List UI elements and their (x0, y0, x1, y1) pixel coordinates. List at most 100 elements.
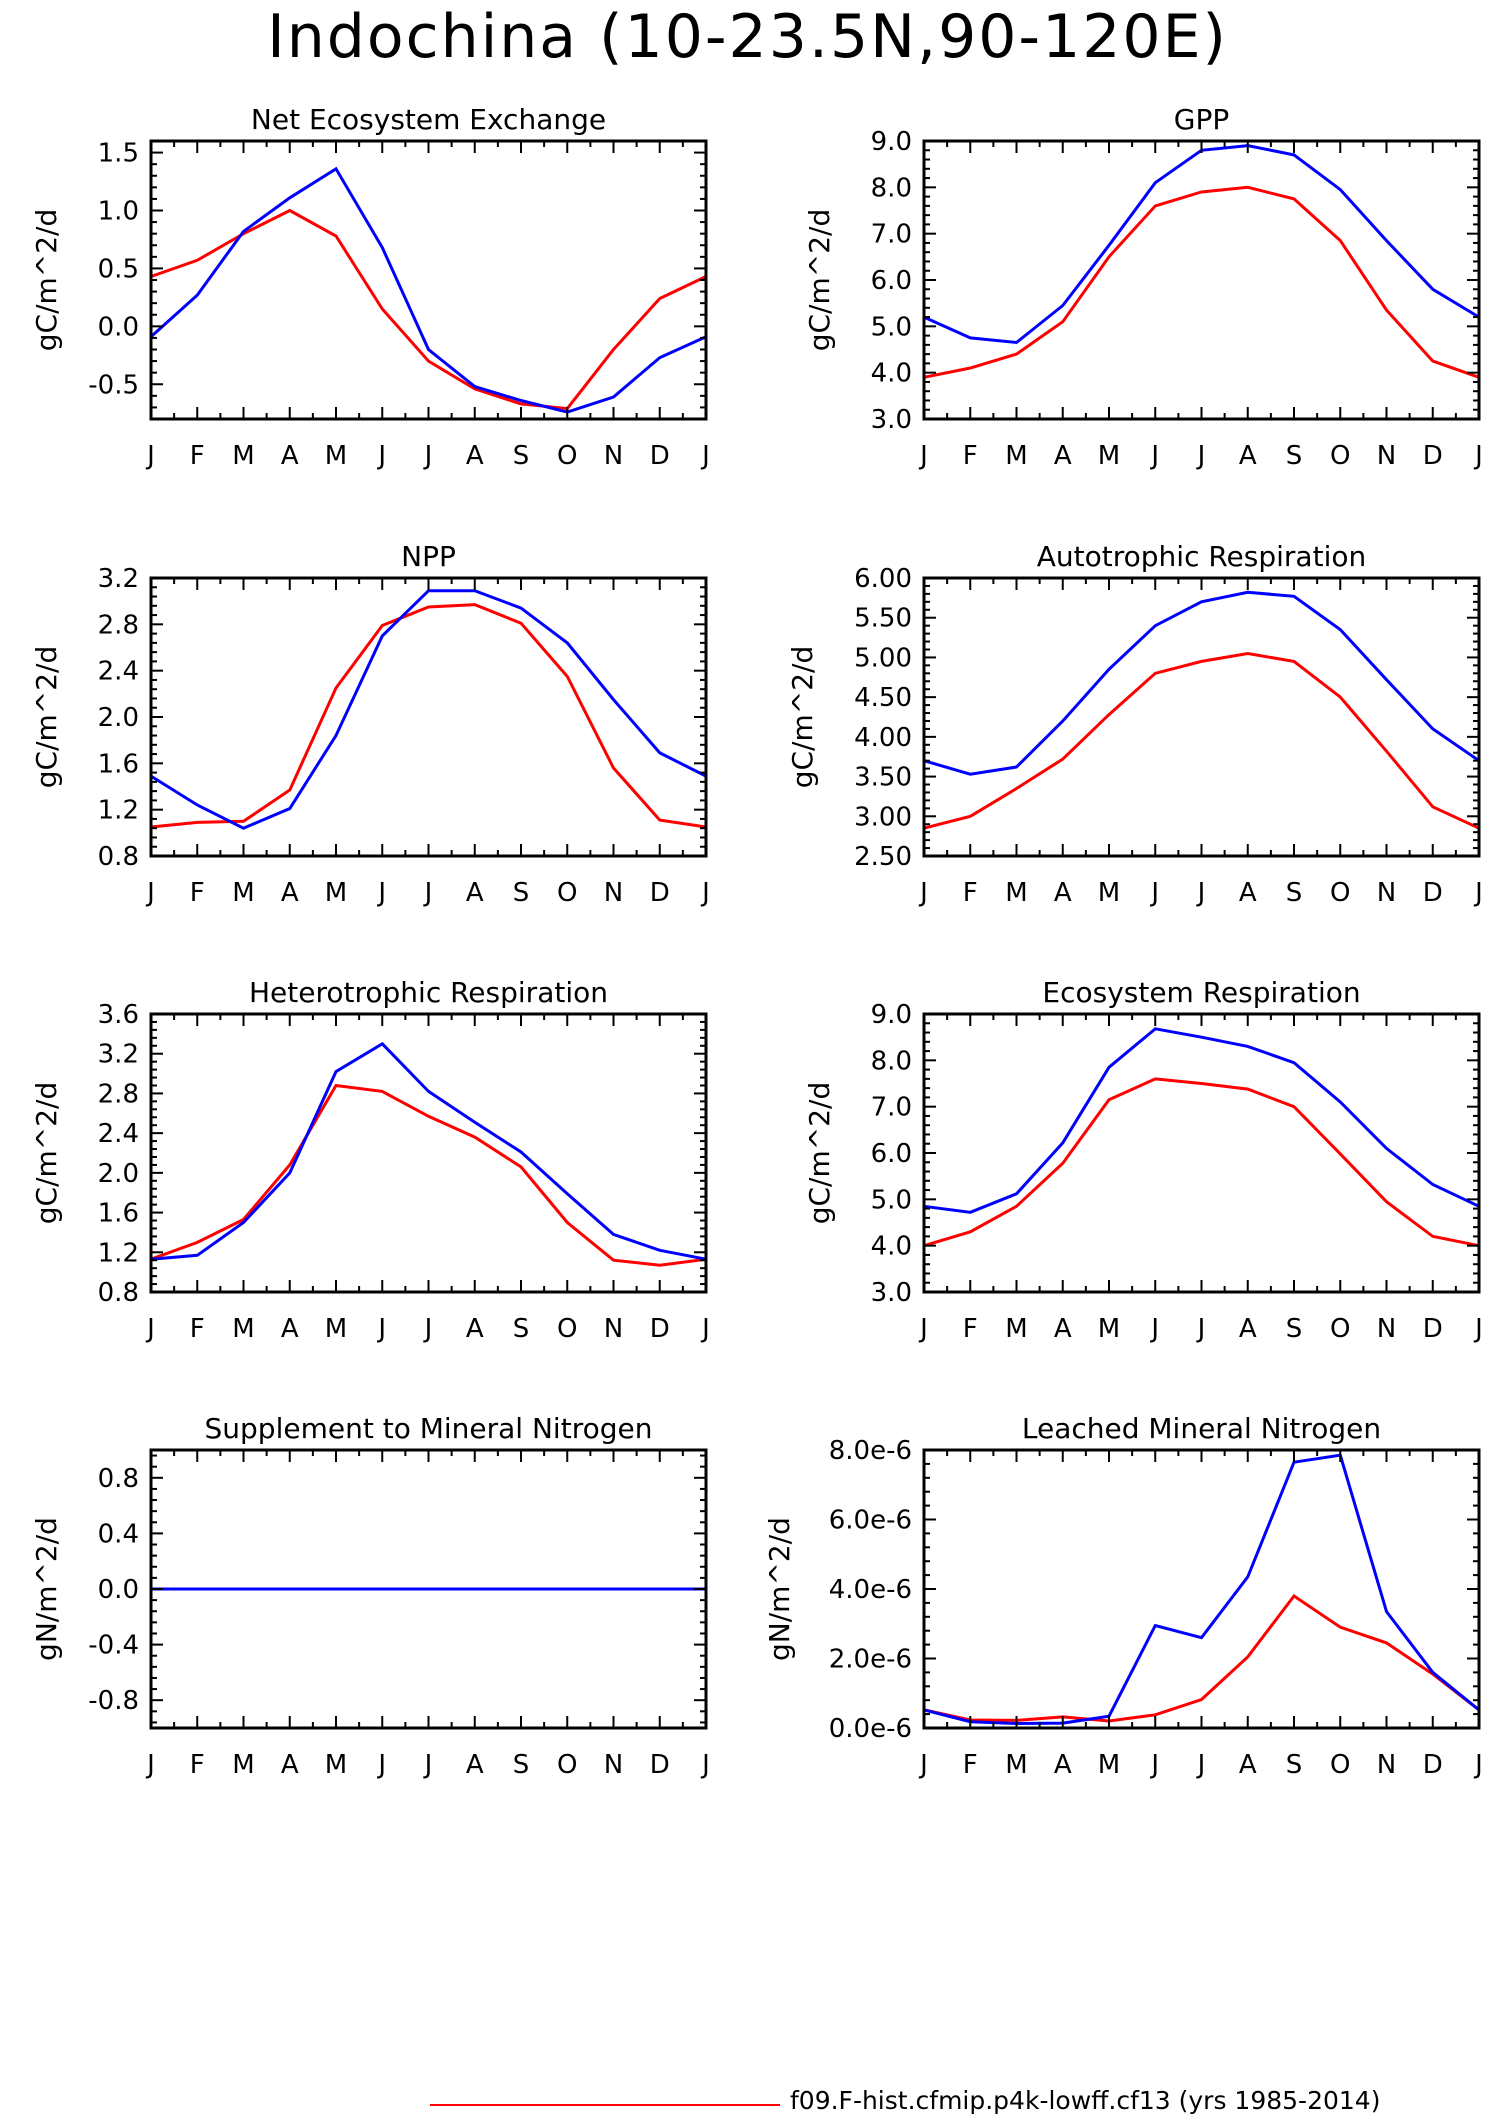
x-tick-label: D (650, 878, 670, 908)
y-tick-label: 8.0e-6 (829, 1436, 912, 1466)
x-tick-label: S (513, 1314, 530, 1344)
y-axis-label: gC/m^2/d (30, 209, 63, 352)
legend-label: f09.F-hist.cfmip.p4k-lowff.cf13 (yrs 198… (790, 2086, 1381, 2115)
y-axis-label: gN/m^2/d (30, 1517, 63, 1661)
y-tick-label: 1.6 (98, 1199, 139, 1229)
y-tick-label: 0.8 (98, 842, 139, 872)
x-tick-label: J (1473, 878, 1483, 908)
series-line-blue (923, 1453, 1480, 1726)
y-tick-label: 0.0e-6 (829, 1714, 912, 1744)
x-tick-label: A (281, 1314, 299, 1344)
y-tick-label: 3.2 (98, 564, 139, 594)
x-tick-label: A (281, 878, 299, 908)
x-tick-label: D (650, 1750, 670, 1780)
x-tick-label: A (466, 441, 484, 471)
x-tick-label: D (1423, 878, 1443, 908)
x-tick-label: N (1377, 1314, 1396, 1344)
x-tick-label: M (1098, 1314, 1120, 1344)
x-tick-label: J (918, 441, 928, 471)
series-line-blue (923, 1027, 1480, 1214)
x-tick-label: J (918, 1314, 928, 1344)
plot-frame (922, 576, 1481, 858)
y-tick-label: 5.00 (854, 643, 912, 673)
x-tick-label: M (1098, 878, 1120, 908)
y-tick-label: 0.5 (98, 254, 139, 284)
x-tick-label: N (1377, 878, 1396, 908)
x-tick-label: O (557, 1314, 577, 1344)
x-tick-label: N (604, 1750, 623, 1780)
y-axis-label: gC/m^2/d (30, 1082, 63, 1225)
series-line-red (923, 185, 1480, 379)
y-axis-label: gC/m^2/d (803, 209, 836, 352)
x-tick-label: J (1196, 1750, 1206, 1780)
legend-line-swatch (430, 2104, 780, 2106)
x-tick-label: J (700, 1314, 710, 1344)
y-tick-label: 0.4 (98, 1519, 139, 1549)
x-tick-label: A (1239, 1750, 1257, 1780)
x-tick-label: N (604, 878, 623, 908)
y-tick-label: 0.8 (98, 1464, 139, 1494)
y-tick-label: 1.0 (98, 197, 139, 227)
x-tick-label: J (376, 878, 386, 908)
series-line-blue (923, 144, 1480, 345)
x-tick-label: S (513, 878, 530, 908)
x-tick-label: M (325, 878, 347, 908)
x-tick-label: A (1054, 1314, 1072, 1344)
x-tick-label: J (1196, 1314, 1206, 1344)
x-tick-label: J (700, 1750, 710, 1780)
series-line-red (923, 651, 1480, 830)
y-tick-label: 2.4 (98, 1119, 139, 1149)
x-tick-label: M (232, 1750, 254, 1780)
x-tick-label: J (145, 878, 155, 908)
series-line-blue (150, 1041, 707, 1261)
x-tick-label: O (1330, 441, 1350, 471)
y-tick-label: 4.0e-6 (829, 1575, 912, 1605)
chart-title: NPP (401, 540, 456, 573)
y-tick-label: 1.6 (98, 749, 139, 779)
x-tick-label: O (557, 441, 577, 471)
x-tick-label: O (557, 1750, 577, 1780)
y-tick-label: 6.0e-6 (829, 1506, 912, 1536)
y-tick-label: 2.50 (854, 842, 912, 872)
y-tick-label: 8.0 (871, 1046, 912, 1076)
x-tick-label: J (1149, 878, 1159, 908)
y-tick-label: 6.00 (854, 564, 912, 594)
chart-title: Leached Mineral Nitrogen (1022, 1412, 1381, 1445)
x-tick-label: F (190, 1314, 205, 1344)
x-tick-label: J (1196, 878, 1206, 908)
x-tick-label: J (1149, 1314, 1159, 1344)
y-tick-label: 3.0 (871, 405, 912, 435)
x-tick-label: A (466, 1750, 484, 1780)
x-tick-label: M (1098, 441, 1120, 471)
y-axis-label: gC/m^2/d (786, 646, 819, 789)
y-tick-label: 0.8 (98, 1278, 139, 1308)
plot-frame (922, 1012, 1481, 1294)
x-tick-label: M (325, 1314, 347, 1344)
x-tick-label: J (1473, 1750, 1483, 1780)
x-tick-label: A (1239, 1314, 1257, 1344)
x-tick-label: J (145, 441, 155, 471)
series-line-red (923, 1593, 1480, 1723)
x-tick-label: O (557, 878, 577, 908)
chart-title: Autotrophic Respiration (1037, 540, 1366, 573)
x-tick-label: O (1330, 1750, 1350, 1780)
y-tick-label: 9.0 (871, 1000, 912, 1030)
x-tick-label: J (423, 1750, 433, 1780)
x-tick-label: M (1005, 878, 1027, 908)
x-tick-label: M (1005, 1750, 1027, 1780)
x-tick-label: J (918, 878, 928, 908)
x-tick-label: J (423, 878, 433, 908)
x-tick-label: D (650, 441, 670, 471)
x-tick-label: J (1149, 441, 1159, 471)
x-tick-label: S (1286, 878, 1303, 908)
plot-frame (922, 1448, 1481, 1730)
series-line-red (150, 1083, 707, 1267)
y-tick-label: 4.0 (871, 359, 912, 389)
x-tick-label: J (1149, 1750, 1159, 1780)
y-tick-label: 9.0 (871, 127, 912, 157)
